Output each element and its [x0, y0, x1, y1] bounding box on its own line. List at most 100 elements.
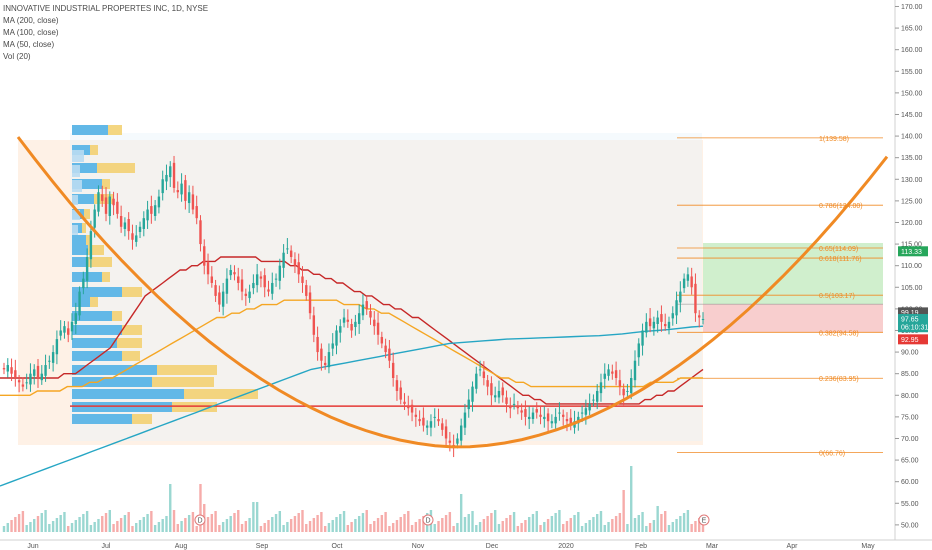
profile-bar-up: [172, 402, 217, 412]
volume-bar: [448, 512, 452, 532]
profile-bar-up: [112, 311, 122, 321]
volume-bar: [391, 523, 395, 532]
volume-bar: [286, 522, 289, 532]
legend-vol[interactable]: Vol (20): [3, 52, 31, 61]
volume-bar: [596, 514, 599, 532]
volume-bar: [630, 466, 633, 532]
candle-body: [274, 278, 278, 280]
candle-body: [456, 438, 459, 444]
candle-body: [475, 373, 478, 389]
volume-bar: [271, 517, 274, 532]
candle-body: [108, 196, 111, 216]
candle-body: [48, 360, 51, 362]
volume-bar: [335, 517, 338, 532]
profile-bar-down: [72, 338, 117, 348]
candle-body: [172, 162, 176, 188]
volume-bar: [6, 523, 9, 532]
volume-bar: [505, 518, 508, 532]
volume-bar: [414, 522, 418, 532]
profile-bar-up: [86, 235, 92, 245]
candle-body: [259, 276, 263, 279]
volume-bar: [116, 521, 119, 532]
volume-bar: [577, 512, 580, 532]
y-tick-label: 75.00: [901, 414, 919, 421]
volume-bar: [142, 517, 145, 532]
profile-bar-down: [72, 351, 122, 361]
volume-bar: [301, 510, 304, 532]
volume-bar: [437, 521, 440, 532]
volume-bar: [482, 519, 486, 532]
volume-bar: [150, 511, 153, 532]
target-zone-long: [703, 243, 883, 304]
price-tag-label: 99.19: [901, 310, 919, 317]
candle-body: [490, 383, 493, 396]
volume-bar: [263, 523, 266, 532]
candle-body: [539, 414, 542, 417]
fib-level-label: 0.382(94.58): [819, 330, 859, 337]
legend-ma50[interactable]: MA (50, close): [3, 40, 55, 49]
volume-bar: [633, 518, 637, 532]
legend-ma100[interactable]: MA (100, close): [3, 28, 59, 37]
volume-bar: [361, 513, 365, 532]
candle-body: [516, 406, 520, 409]
candle-body: [55, 339, 59, 355]
candle-body: [565, 419, 569, 422]
fib-level-label: 0.65(114.09): [819, 246, 858, 253]
candle-body: [263, 275, 266, 288]
volume-bar: [327, 523, 331, 532]
x-tick-label: Dec: [486, 543, 499, 550]
candle-body: [252, 282, 255, 289]
candle-body: [664, 324, 667, 327]
volume-bar: [690, 524, 693, 532]
volume-bar: [85, 511, 89, 532]
candle-body: [599, 382, 603, 394]
volume-bar: [278, 511, 282, 532]
profile-bar-down: [72, 194, 94, 204]
legend-ma200[interactable]: MA (200, close): [3, 16, 59, 25]
candle-body: [206, 262, 210, 275]
volume-bar: [308, 521, 312, 532]
x-tick-label: Oct: [332, 543, 343, 550]
candle-body: [203, 246, 206, 266]
candle-body: [410, 404, 414, 413]
volume-bar: [475, 525, 478, 532]
volume-bar: [599, 511, 603, 532]
profile-bar-down: [72, 402, 172, 412]
y-tick-label: 135.00: [901, 155, 923, 162]
volume-bar: [293, 516, 297, 532]
candle-body: [131, 233, 134, 240]
candle-body: [165, 174, 168, 182]
cup-pattern-layer[interactable]: [16, 136, 889, 449]
profile-bar-light: [72, 225, 78, 235]
x-tick-label: Jul: [102, 543, 111, 550]
volume-bar: [614, 516, 618, 532]
candle-body: [78, 291, 81, 316]
volume-bar: [422, 516, 425, 532]
candle-body: [248, 291, 251, 299]
candle-body: [36, 365, 40, 378]
y-tick-label: 65.00: [901, 458, 919, 465]
volume-bar: [584, 523, 588, 532]
candle-body: [698, 315, 701, 318]
candle-body: [70, 321, 74, 332]
volume-bar: [463, 517, 467, 532]
volume-bar: [369, 524, 372, 532]
volume-bar: [694, 521, 697, 532]
candle-body: [17, 380, 21, 383]
candle-body: [554, 416, 557, 424]
volume-bar: [78, 517, 81, 532]
volume-bar: [380, 515, 384, 532]
volume-bar: [29, 522, 32, 532]
candle-body: [82, 278, 85, 289]
volume-bar: [305, 524, 308, 532]
volume-bar: [67, 526, 70, 532]
volume-bar: [637, 515, 640, 532]
volume-bar: [161, 519, 164, 532]
profile-bar-up: [102, 179, 110, 189]
volume-bar: [698, 518, 701, 532]
volume-bar: [176, 524, 180, 532]
volume-bar: [108, 510, 111, 532]
